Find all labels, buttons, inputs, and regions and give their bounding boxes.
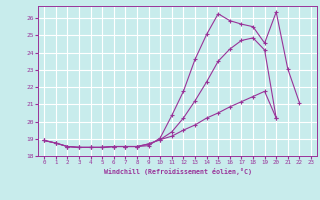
- X-axis label: Windchill (Refroidissement éolien,°C): Windchill (Refroidissement éolien,°C): [104, 168, 252, 175]
